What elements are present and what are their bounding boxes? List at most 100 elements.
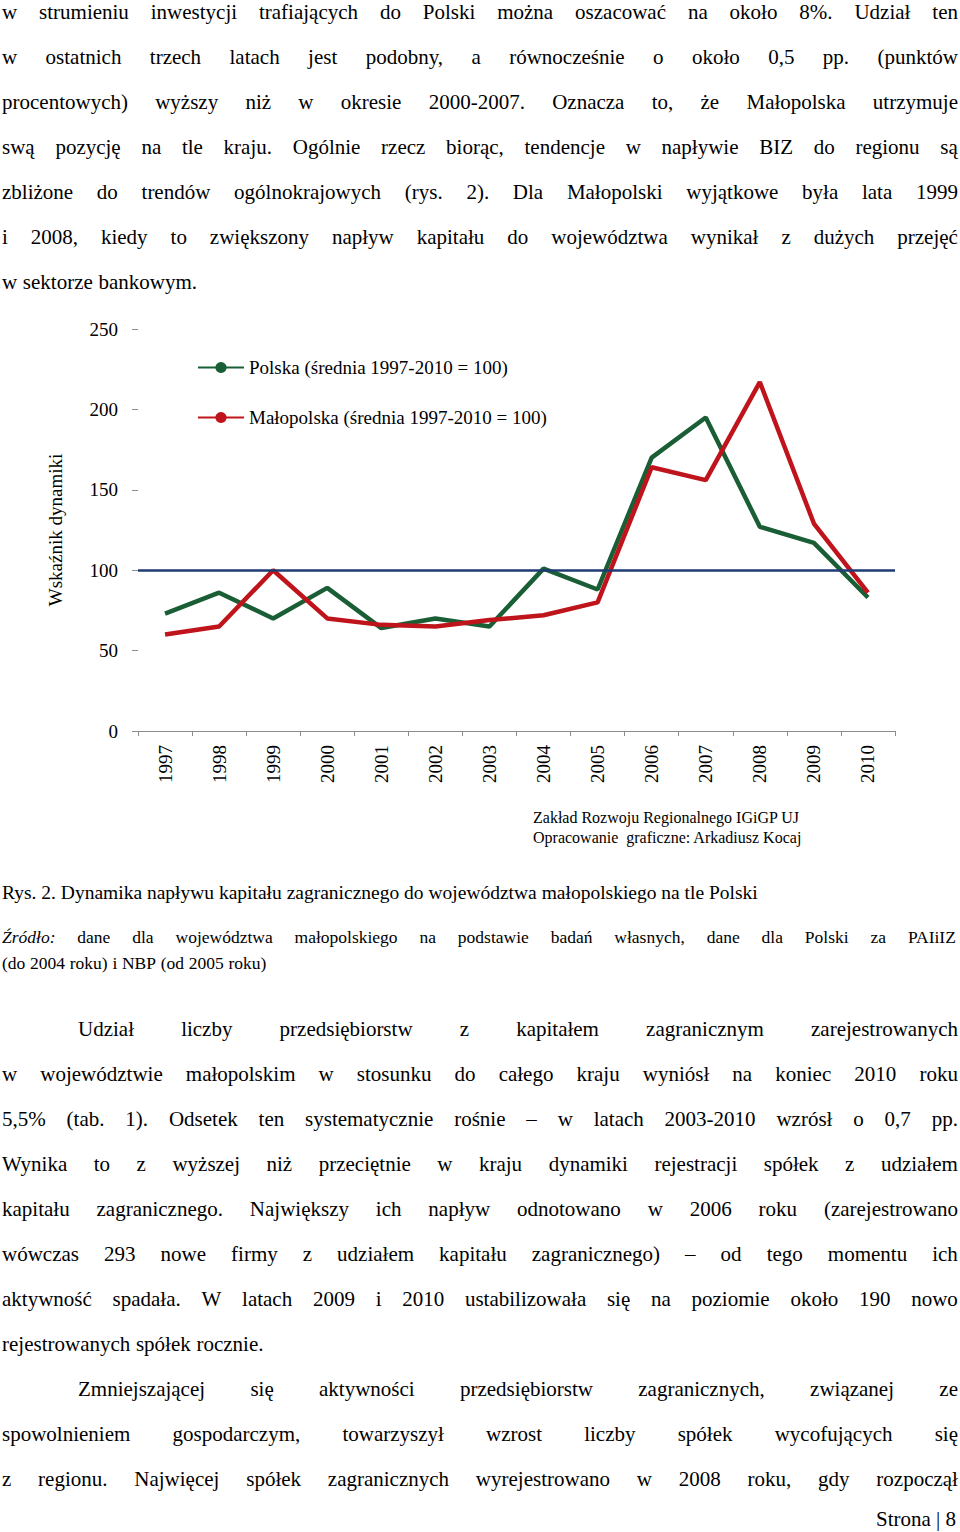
html-text:Małopolski: Małopolski [566,180,663,204]
html-text:Udział: Udział [78,1017,134,1041]
svg-text:Wskaźnik dynamiki: Wskaźnik dynamiki [45,454,66,607]
html-text:(tab.: (tab. [66,1107,105,1131]
html-text:BIZ: BIZ [759,135,793,159]
html-text:swą: swą [2,135,35,159]
html-text:(rys.: (rys. [404,180,443,204]
svg-text:2001: 2001 [371,745,392,783]
html-text:koniec: koniec [775,1062,832,1086]
svg-text:2009: 2009 [803,745,824,783]
svg-text:2002: 2002 [425,745,446,783]
svg-text:2003: 2003 [479,745,500,783]
html-text:5,5%: 5,5% [2,1107,46,1131]
html-text:zwiększony: zwiększony [209,225,309,249]
html-text:Udział: Udział [854,0,911,24]
html-text:napływ: napływ [331,225,394,249]
html-text:wynikał: wynikał [690,225,759,249]
html-text:(punktów: (punktów [877,45,958,69]
svg-text:100: 100 [90,560,119,581]
html-text:kapitałem: kapitałem [516,1017,599,1041]
svg-text:150: 150 [90,479,119,500]
html-text:2000-2007.: 2000-2007. [428,90,525,114]
html-text:dużych: dużych [813,225,875,249]
svg-text:2006: 2006 [641,745,662,783]
svg-text:50: 50 [99,640,118,661]
html-text:podobny,: podobny, [365,45,443,69]
html-text:rzecz: rzecz [381,135,426,159]
html-text:kapitału: kapitału [416,225,485,249]
html-text:utrzymuje: utrzymuje [872,90,958,114]
html-text:kraju: kraju [576,1062,620,1086]
html-text:wyniósł: wyniósł [642,1062,710,1086]
html-text:liczby: liczby [181,1017,233,1041]
html-text:Polski: Polski [422,0,476,24]
html-text:biorąc,: biorąc, [446,135,504,159]
html-text:tendencje: tendencje [524,135,605,159]
html-text:około: około [691,45,740,69]
html-text:Małopolska: Małopolska [746,90,846,114]
svg-text:1997: 1997 [155,745,176,783]
html-text:trafiających: trafiających [259,0,358,24]
html-text:8%.: 8%. [799,0,833,24]
html-text:Dla: Dla [512,180,544,204]
svg-text:1999: 1999 [263,745,284,783]
html-text:regionu: regionu [855,135,920,159]
html-text:0,5: 0,5 [768,45,795,69]
html-text:ostatnich: ostatnich [45,45,122,69]
html-text:kraju.: kraju. [223,135,272,159]
html-text:całego: całego [498,1062,554,1086]
html-text:okresie: okresie [340,90,402,114]
svg-text:1998: 1998 [209,745,230,783]
html-text:Ogólnie: Ogólnie [292,135,361,159]
html-text:małopolskim: małopolskim [185,1062,296,1086]
html-text:była: była [802,180,839,204]
svg-text:2004: 2004 [533,745,554,784]
html-text:około: około [729,0,778,24]
html-text:2).: 2). [466,180,490,204]
html-text:roku: roku [919,1062,958,1086]
svg-text:0: 0 [109,721,119,742]
html-text:zbliżone: zbliżone [2,180,74,204]
html-text:pozycję: pozycję [55,135,121,159]
html-text:jest: jest [308,45,338,69]
html-text:województwa: województwa [551,225,668,249]
html-text:2010: 2010 [854,1062,897,1086]
html-text:równocześnie: równocześnie [509,45,625,69]
html-text:1999: 1999 [916,180,958,204]
html-text:strumieniu: strumieniu [39,0,129,24]
svg-text:2007: 2007 [695,745,716,783]
html-text:przejęć: przejęć [897,225,958,249]
html-text:niż: niż [245,90,272,114]
html-text:lata: lata [862,180,893,204]
html-text:zarejestrowanych: zarejestrowanych [811,1017,958,1041]
html-text:przedsiębiorstw: przedsiębiorstw [279,1017,413,1041]
html-text:można: można [497,0,554,24]
html-text:trendów: trendów [141,180,211,204]
html-text:stosunku: stosunku [356,1062,432,1086]
html-text:Oznacza: Oznacza [552,90,625,114]
html-text:procentowych): procentowych) [2,90,128,114]
html-text:trzech: trzech [149,45,202,69]
html-text:w sektorze bankowym.: w sektorze bankowym. [2,270,197,294]
svg-text:2000: 2000 [317,745,338,783]
html-text:pp.: pp. [822,45,850,69]
svg-text:Małopolska (średnia 1997-2010: Małopolska (średnia 1997-2010 = 100) [249,407,547,429]
svg-text:2008: 2008 [749,745,770,783]
svg-text:Polska (średnia 1997-2010 = 10: Polska (średnia 1997-2010 = 100) [249,357,508,379]
svg-text:2005: 2005 [587,745,608,783]
html-text:ogólnokrajowych: ogólnokrajowych [234,180,382,204]
html-text:zagranicznym: zagranicznym [646,1017,764,1041]
svg-text:200: 200 [90,399,119,420]
html-text:inwestycji: inwestycji [150,0,238,24]
html-text:oszacować: oszacować [575,0,666,24]
html-text:latach: latach [229,45,280,69]
html-text:województwie: województwie [40,1062,163,1086]
html-text:kiedy: kiedy [101,225,148,249]
html-text:napływie: napływie [661,135,739,159]
html-text:wyższy: wyższy [155,90,219,114]
html-text:2008,: 2008, [30,225,78,249]
svg-text:2010: 2010 [857,745,878,783]
svg-text:250: 250 [90,319,119,340]
html-text:wyjątkowe: wyjątkowe [686,180,779,204]
html-text:ten: ten [932,0,958,24]
html-text:1).: 1). [125,1107,149,1131]
